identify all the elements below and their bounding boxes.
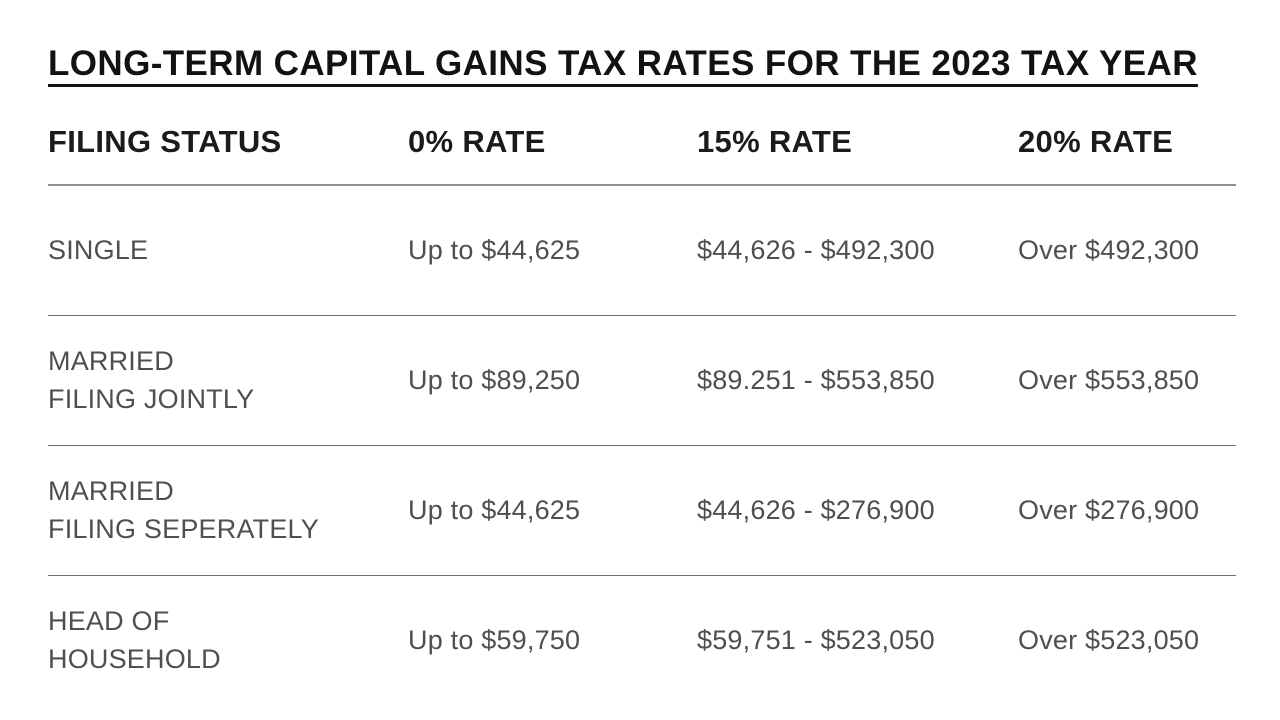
table-row-head-of-household: HEAD OF HOUSEHOLD Up to $59,750 $59,751 … (48, 576, 1236, 705)
rate-20-cell: Over $492,300 (1018, 235, 1200, 265)
rate-15-cell: $44,626 - $492,300 (697, 235, 935, 265)
rate-0-cell: Up to $89,250 (408, 365, 581, 395)
rate-0-cell: Up to $59,750 (408, 625, 581, 655)
table-row-married-separately: MARRIED FILING SEPERATELY Up to $44,625 … (48, 446, 1236, 576)
filing-status-cell: SINGLE (48, 234, 149, 265)
table-row-single: SINGLE Up to $44,625 $44,626 - $492,300 … (48, 186, 1236, 316)
rate-0-cell: Up to $44,625 (408, 235, 581, 265)
page-title: LONG-TERM CAPITAL GAINS TAX RATES FOR TH… (48, 44, 1198, 83)
column-header-15-rate: 15% RATE (697, 124, 853, 159)
rate-20-cell: Over $553,850 (1018, 365, 1200, 395)
rate-15-cell: $59,751 - $523,050 (697, 625, 935, 655)
table-header-row: FILING STATUS 0% RATE 15% RATE 20% RATE (48, 124, 1236, 186)
rate-0-cell: Up to $44,625 (408, 495, 581, 525)
rate-15-cell: $44,626 - $276,900 (697, 495, 935, 525)
filing-status-cell: HEAD OF HOUSEHOLD (48, 605, 221, 674)
filing-status-cell: MARRIED FILING SEPERATELY (48, 475, 319, 544)
rate-20-cell: Over $523,050 (1018, 625, 1200, 655)
table-row-married-jointly: MARRIED FILING JOINTLY Up to $89,250 $89… (48, 316, 1236, 446)
column-header-0-rate: 0% RATE (408, 124, 546, 159)
rate-20-cell: Over $276,900 (1018, 495, 1200, 525)
column-header-filing-status: FILING STATUS (48, 124, 282, 159)
rate-15-cell: $89.251 - $553,850 (697, 365, 935, 395)
filing-status-cell: MARRIED FILING JOINTLY (48, 345, 255, 414)
column-header-20-rate: 20% RATE (1018, 124, 1174, 159)
